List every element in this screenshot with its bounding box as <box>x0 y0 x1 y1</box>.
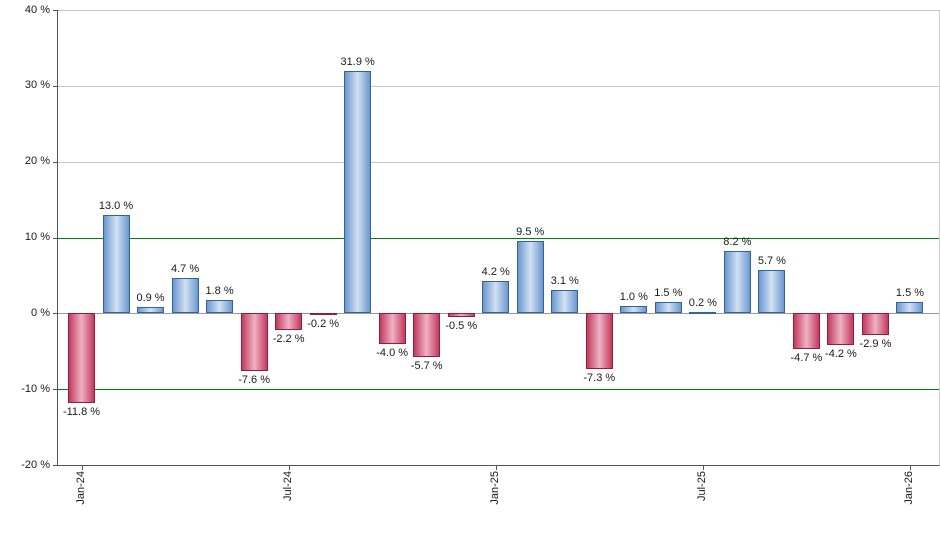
y-axis-tick <box>53 85 57 87</box>
y-axis-label: 10 % <box>24 231 50 243</box>
bar-Aug-25[interactable] <box>723 251 751 314</box>
bar-value-label: -4.7 % <box>790 351 823 364</box>
bar-value-label: -0.2 % <box>307 318 340 331</box>
bar-Jan-26[interactable] <box>896 301 924 314</box>
bar-Nov-24[interactable] <box>413 313 441 357</box>
y-axis-tick <box>53 237 57 239</box>
y-axis-label: -10 % <box>21 382 50 395</box>
y-axis-tick <box>53 10 57 11</box>
bar-Sep-25[interactable] <box>758 270 786 314</box>
y-axis-label: 40 % <box>24 3 50 16</box>
x-axis-label: Jul-25 <box>695 471 708 501</box>
bar-value-label: -4.0 % <box>376 346 409 359</box>
bar-Jun-24[interactable] <box>240 313 268 371</box>
y-axis-label: 30 % <box>24 79 50 92</box>
bar-May-25[interactable] <box>620 305 648 314</box>
bar-Apr-24[interactable] <box>171 277 199 314</box>
bar-value-label: 1.0 % <box>619 290 648 303</box>
bar-Apr-25[interactable] <box>585 313 613 369</box>
bar-value-label: 4.7 % <box>170 262 200 275</box>
y-axis-tick <box>53 313 57 315</box>
bar-value-label: -2.9 % <box>859 338 892 351</box>
x-axis-label: Jul-24 <box>281 471 294 501</box>
bar-Jan-25[interactable] <box>482 281 510 314</box>
y-axis-label: -20 % <box>21 458 50 471</box>
bar-value-label: 9.5 % <box>516 226 545 239</box>
plot-area: -11.8 % 13.0 % 0.9 % 4.7 % 1.8 % -7.6 % -2.2 %… <box>57 10 940 466</box>
bar-May-24[interactable] <box>206 299 234 314</box>
bar-value-label: -2.2 % <box>272 333 305 346</box>
x-axis-label: Jan-24 <box>74 471 87 505</box>
y-axis-tick <box>53 465 57 466</box>
bar-Jul-24[interactable] <box>275 313 303 330</box>
bar-Jul-25[interactable] <box>689 311 717 314</box>
bar-Aug-24[interactable] <box>309 313 337 316</box>
bar-Nov-25[interactable] <box>827 313 855 346</box>
bar-Feb-24[interactable] <box>102 214 130 314</box>
gridline-40 <box>58 10 939 11</box>
x-axis-tick <box>702 466 704 470</box>
x-axis-label: Jan-26 <box>902 471 915 505</box>
bar-Sep-24[interactable] <box>344 71 372 314</box>
x-axis-tick <box>288 466 290 470</box>
bar-value-label: 3.1 % <box>550 274 579 287</box>
bar-value-label: -7.3 % <box>583 371 616 384</box>
bar-Jun-25[interactable] <box>654 301 682 314</box>
reference-line--10 <box>58 389 939 391</box>
bar-value-label: -0.5 % <box>445 320 478 333</box>
bar-value-label: 0.2 % <box>688 296 717 309</box>
bar-value-label: -5.7 % <box>410 359 443 372</box>
x-axis-tick <box>909 466 911 470</box>
bar-value-label: 8.2 % <box>723 236 752 249</box>
x-axis-tick <box>495 466 497 470</box>
bar-Dec-25[interactable] <box>861 313 889 336</box>
reference-line-10 <box>58 237 939 239</box>
bar-value-label: -11.8 % <box>62 405 101 418</box>
y-axis-tick <box>53 389 57 391</box>
bar-value-label: 4.2 % <box>481 266 510 279</box>
bar-value-label: 1.8 % <box>205 284 234 297</box>
bar-Jan-24[interactable] <box>68 313 95 403</box>
gridline-20 <box>58 161 939 163</box>
bar-value-label: -4.2 % <box>825 348 857 361</box>
y-axis-label: 20 % <box>24 155 50 168</box>
x-axis-label: Jan-25 <box>488 471 501 505</box>
bar-value-label: 5.7 % <box>757 255 786 268</box>
bar-Mar-25[interactable] <box>551 289 579 314</box>
gridline-30 <box>58 85 939 87</box>
bar-value-label: 1.5 % <box>654 286 683 299</box>
bar-Oct-24[interactable] <box>378 313 406 344</box>
y-axis-label: 0 % <box>31 306 50 319</box>
bar-value-label: -7.6 % <box>238 373 270 386</box>
bar-Dec-24[interactable] <box>447 313 475 318</box>
y-axis-tick <box>53 161 57 163</box>
bar-value-label: 0.9 % <box>136 291 165 304</box>
x-axis-tick <box>81 466 83 470</box>
bar-Oct-25[interactable] <box>792 313 820 349</box>
bar-value-label: 1.5 % <box>895 286 925 299</box>
bar-value-label: 31.9 % <box>340 56 375 69</box>
gridline-0 <box>58 313 939 315</box>
bar-Feb-25[interactable] <box>516 241 544 314</box>
bar-value-label: 13.0 % <box>98 199 134 212</box>
bar-Mar-24[interactable] <box>137 306 165 314</box>
